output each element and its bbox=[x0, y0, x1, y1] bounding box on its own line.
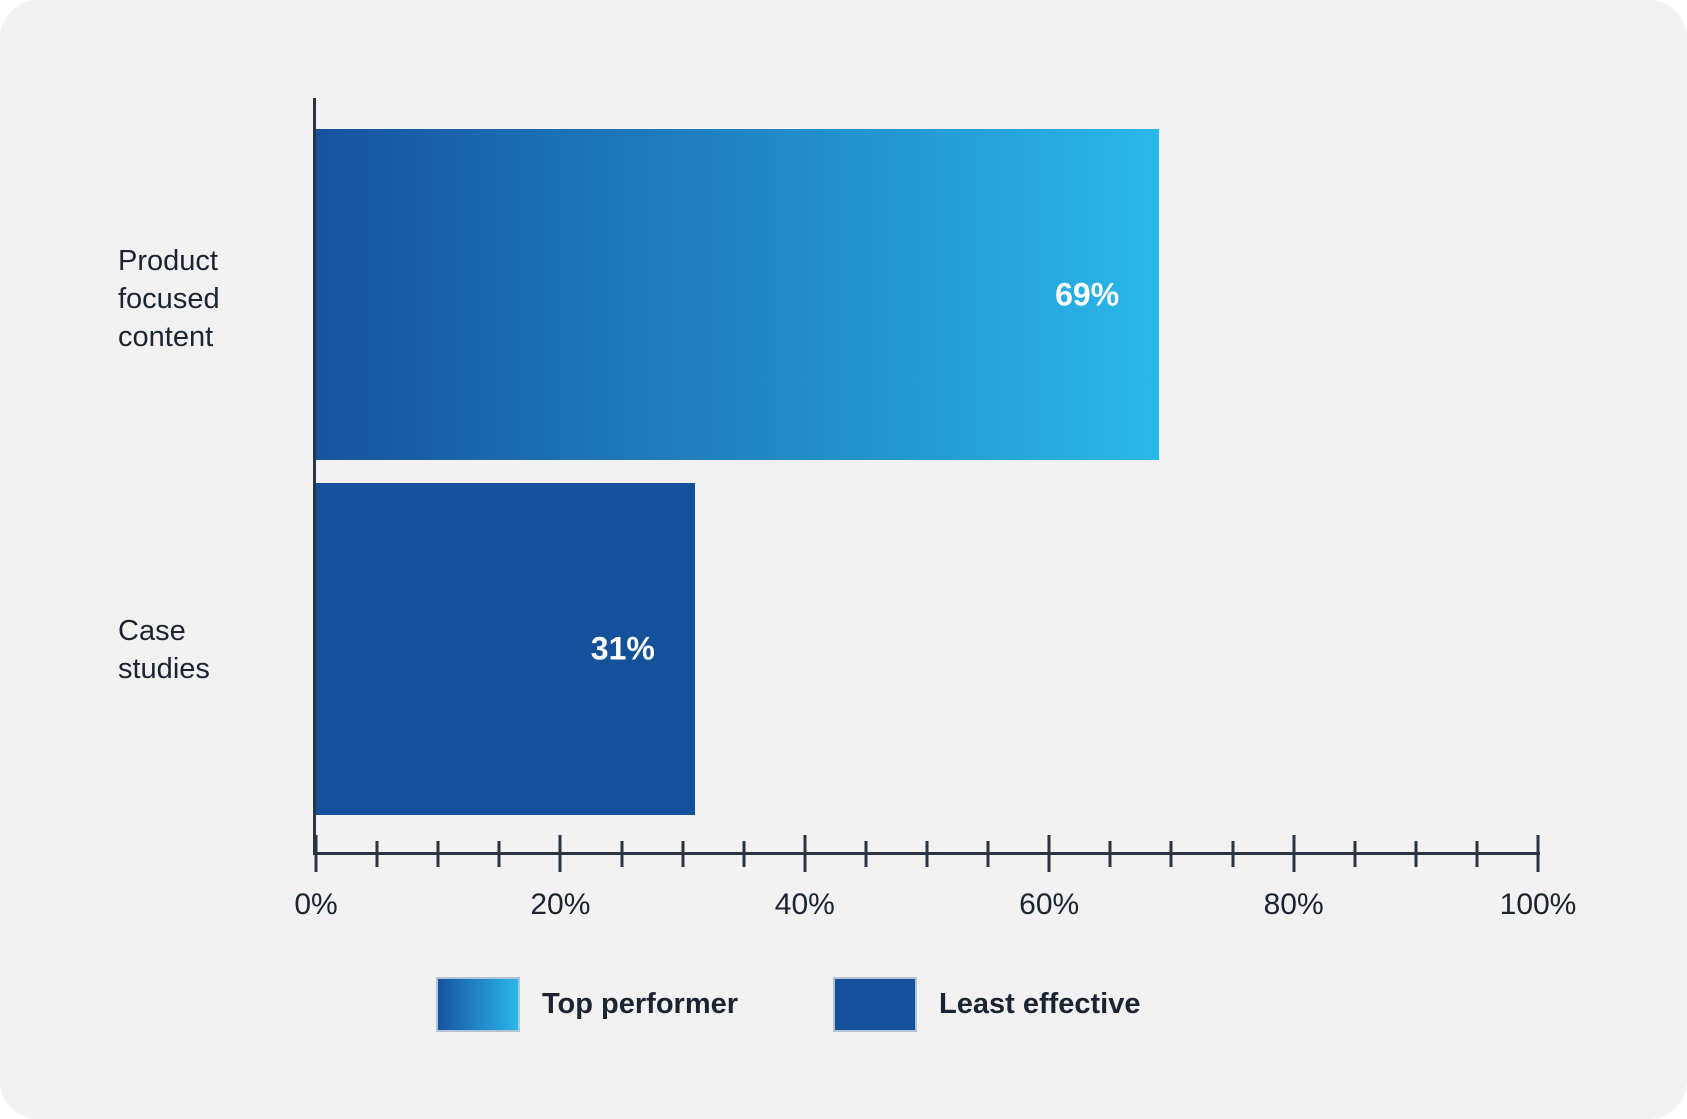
category-label-line: Case bbox=[118, 615, 186, 647]
x-axis-major-tick bbox=[558, 835, 562, 872]
x-axis-tick-label: 0% bbox=[294, 888, 338, 921]
category-label-line: content bbox=[118, 321, 214, 353]
x-axis-major-tick bbox=[1047, 835, 1051, 872]
x-axis-major-tick bbox=[803, 835, 807, 872]
x-axis-tick-label: 80% bbox=[1263, 888, 1324, 921]
bar-value-label: 69% bbox=[1055, 276, 1120, 312]
y-axis-line bbox=[313, 98, 316, 855]
x-axis-tick-label: 40% bbox=[774, 888, 835, 921]
category-label-line: studies bbox=[118, 653, 210, 685]
x-axis-major-tick bbox=[1536, 835, 1540, 872]
x-axis-minor-tick bbox=[1231, 841, 1234, 867]
x-axis-minor-tick bbox=[925, 841, 929, 867]
category-label-line: focused bbox=[118, 283, 220, 315]
x-axis-ticks bbox=[314, 835, 1540, 872]
x-axis-tick-label: 60% bbox=[1019, 888, 1080, 921]
x-axis-tick-label: 100% bbox=[1499, 888, 1577, 921]
x-axis-minor-tick bbox=[1353, 841, 1357, 867]
category-label-line: Product bbox=[118, 245, 218, 277]
legend-label-least-effective: Least effective bbox=[939, 988, 1141, 1020]
legend-swatch-top-performer bbox=[436, 977, 520, 1032]
x-axis-minor-tick bbox=[986, 841, 990, 867]
x-axis-major-tick bbox=[1292, 835, 1296, 872]
x-axis-major-tick bbox=[314, 835, 318, 872]
bar-product-focused-content: 69% bbox=[316, 129, 1160, 460]
bar-case-studies: 31% bbox=[316, 483, 695, 815]
x-axis-minor-tick bbox=[497, 841, 501, 867]
x-axis-minor-tick bbox=[1108, 841, 1112, 867]
x-axis-minor-tick bbox=[375, 841, 379, 867]
x-axis-tick-labels: 0% 20% 40% 60% 80% 100% bbox=[294, 888, 1576, 928]
x-axis-minor-tick bbox=[864, 841, 868, 867]
x-axis-minor-tick bbox=[436, 841, 440, 867]
bar-value-label: 31% bbox=[590, 630, 655, 667]
x-axis-tick-label: 20% bbox=[530, 888, 591, 921]
x-axis-minor-tick bbox=[1414, 841, 1418, 867]
x-axis-minor-tick bbox=[620, 841, 623, 867]
legend-item-top-performer: Top performer bbox=[436, 977, 738, 1032]
legend-label-top-performer: Top performer bbox=[542, 988, 739, 1020]
x-axis-minor-tick bbox=[1475, 841, 1479, 867]
legend-swatch-least-effective bbox=[833, 977, 917, 1032]
x-axis-minor-tick bbox=[681, 841, 685, 867]
category-label-case-studies: Case studies bbox=[118, 612, 308, 688]
category-label-product-focused-content: Product focused content bbox=[118, 242, 308, 356]
x-axis-minor-tick bbox=[1169, 841, 1173, 867]
x-axis-minor-tick bbox=[742, 841, 746, 867]
legend-item-least-effective: Least effective bbox=[833, 977, 1141, 1032]
